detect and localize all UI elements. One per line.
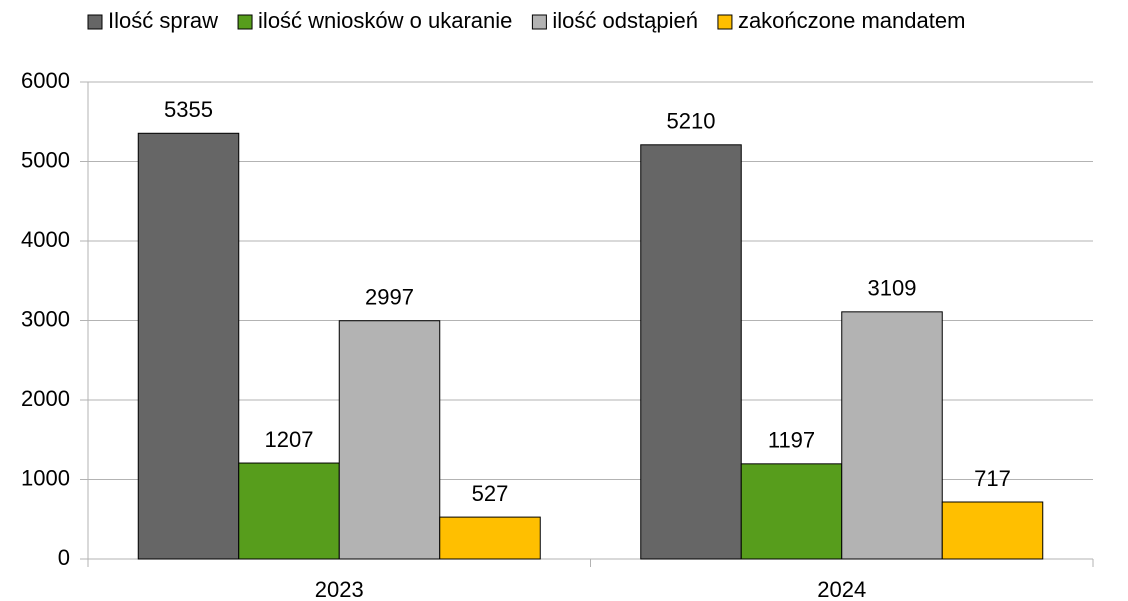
x-tick-label: 2023 bbox=[315, 577, 364, 601]
data-label: 2997 bbox=[365, 285, 414, 310]
data-label: 5210 bbox=[667, 109, 716, 134]
y-tick-label: 6000 bbox=[21, 68, 70, 93]
data-label: 1197 bbox=[768, 428, 815, 453]
bar bbox=[740, 463, 843, 560]
bar bbox=[338, 320, 441, 560]
data-label: 5355 bbox=[164, 97, 213, 122]
legend-swatch bbox=[237, 14, 253, 30]
data-label: 1207 bbox=[265, 427, 314, 452]
y-tick-label: 0 bbox=[58, 545, 70, 570]
y-tick-label: 4000 bbox=[21, 227, 70, 252]
legend-label: ilość wniosków o ukaranie bbox=[258, 8, 512, 33]
bar bbox=[941, 501, 1044, 560]
bar bbox=[238, 462, 340, 560]
y-tick-label: 3000 bbox=[21, 306, 70, 331]
bar bbox=[640, 144, 742, 560]
legend-label: ilość odstąpień bbox=[552, 8, 698, 33]
legend-swatch bbox=[717, 14, 733, 30]
bar bbox=[439, 516, 541, 560]
legend-swatch bbox=[531, 14, 547, 30]
y-tick-label: 5000 bbox=[21, 147, 70, 172]
legend-swatch bbox=[87, 14, 103, 30]
data-label: 717 bbox=[974, 466, 1011, 491]
y-tick-label: 2000 bbox=[21, 386, 70, 411]
data-label: 527 bbox=[472, 481, 509, 506]
legend-label: Ilość spraw bbox=[108, 8, 218, 33]
y-tick-label: 1000 bbox=[21, 465, 70, 490]
bar bbox=[841, 311, 943, 560]
x-tick-label: 2024 bbox=[817, 577, 866, 601]
legend-label: zakończone mandatem bbox=[738, 8, 965, 33]
bar bbox=[137, 132, 240, 560]
data-label: 3109 bbox=[868, 276, 917, 301]
